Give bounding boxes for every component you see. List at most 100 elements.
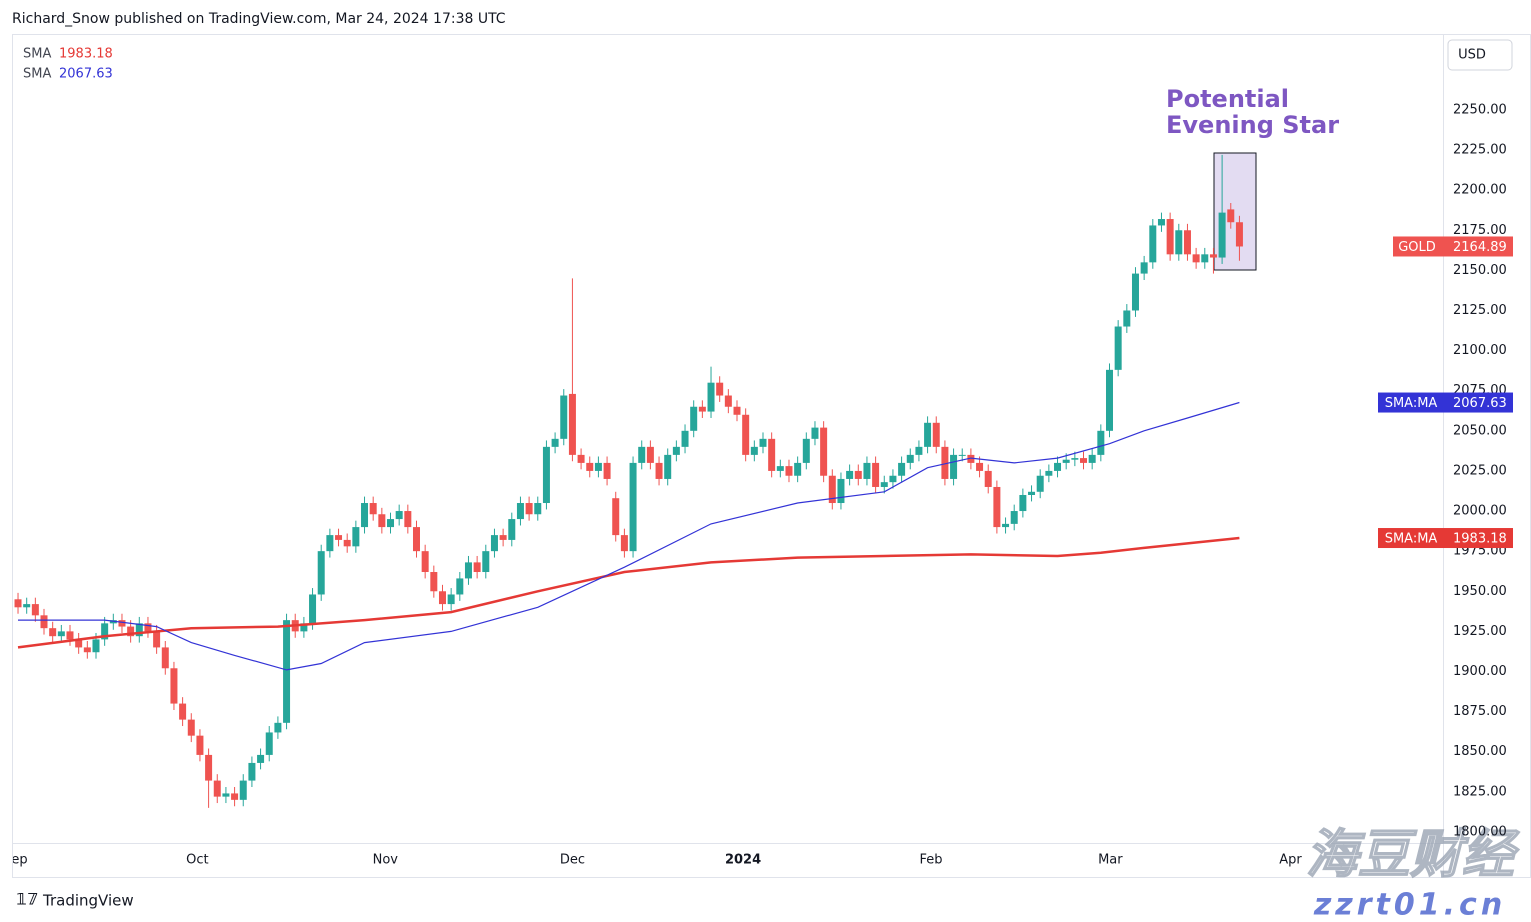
candle-body [1028,491,1036,495]
candle-body [1080,458,1088,463]
candle-body [690,406,698,431]
candle-body [274,722,282,733]
x-tick-label: Feb [920,853,943,868]
candle-body [733,406,741,415]
y-tick-label: 2050.00 [1453,423,1507,438]
candle-body [889,475,897,483]
candle-body [213,780,221,797]
candle-body [950,454,958,479]
candle-body [1002,523,1010,528]
candle-body [664,454,672,479]
y-tick-label: 2200.00 [1453,183,1507,198]
candle-body [57,631,65,637]
candle-body [378,514,386,528]
candle-body [144,623,152,632]
candle-body [196,735,204,755]
candle-body [1019,494,1027,512]
candle-body [846,470,854,479]
candle-body [447,594,455,605]
x-tick-label: Nov [373,853,399,868]
candle-body [542,446,550,504]
candle-body [395,511,403,520]
candle-body [941,446,949,479]
candle-body [1123,310,1131,327]
candle-body [716,382,724,396]
candle-body [1235,222,1243,247]
candle-body [872,462,880,487]
logo-mark: 𝟙𝟟 [16,890,38,909]
candle-body [698,406,706,412]
candle-body [387,519,395,528]
candle-body [1166,219,1174,255]
y-tick-label: 1950.00 [1453,584,1507,599]
candle-body [83,647,91,653]
candle-body [672,446,680,455]
candle-body [75,639,83,648]
candle-body [352,527,360,547]
candle-body [594,462,602,471]
y-tick-label: 1875.00 [1453,704,1507,719]
candle-body [473,562,481,573]
candle-body [231,793,239,800]
candle-body [802,438,810,463]
sma-line [18,401,1240,671]
price-badge [1393,236,1513,257]
candle-body [1131,273,1139,311]
currency[interactable]: USD [1458,48,1486,63]
candle-body [534,503,542,515]
candle-body [932,422,940,447]
candle-body [1157,219,1165,226]
candle-body [785,466,793,476]
legend-value: 2067.63 [59,67,113,82]
x-tick-label: Mar [1098,853,1123,868]
x-axis: Sep Oct Nov Dec 2024 Feb Mar Apr [13,853,1302,868]
candle-body [603,462,611,479]
x-tick-label: 2024 [725,853,761,868]
candle-body [1227,209,1235,223]
candle-body [924,422,932,447]
candle-body [1183,230,1191,255]
candle-body [837,478,845,504]
y-tick-label: 2175.00 [1453,223,1507,238]
candle-body [1192,254,1200,263]
currency-button[interactable] [1447,39,1513,71]
candle-body [300,623,308,632]
header: Richard_Snow published on TradingView.co… [12,11,506,27]
candle-body [369,503,377,515]
plot [14,154,1243,808]
candle-body [560,395,568,439]
candle-body [794,462,802,476]
candle-body [412,527,420,552]
candle-body [23,604,31,608]
candle-body [915,446,923,455]
candle-body [620,535,628,552]
candle-body [577,454,585,463]
x-tick-label: Apr [1279,853,1302,868]
badge-value: 2067.63 [1453,396,1507,411]
candle-body [283,620,291,723]
candle-body [317,551,325,595]
candle-body [681,430,689,447]
candle-body [646,446,654,463]
legend-value: 1983.18 [59,47,113,62]
candle-body [1097,430,1105,455]
candle-body [404,511,412,528]
candle-body [1149,225,1157,263]
candle-body [820,427,828,476]
candle-body [1175,230,1183,255]
candle-body [161,647,169,669]
y-tick-label: 2250.00 [1453,102,1507,117]
candle-body [464,562,472,579]
candle-body [993,486,1001,528]
candle-body [568,393,576,455]
candle-body [490,535,498,552]
candle-body [421,551,429,573]
candle-body [750,446,758,455]
candle-body [101,623,109,640]
candle-body [14,599,22,608]
candle-body [1010,511,1018,524]
candle-body [499,535,507,540]
candle-body [1071,458,1079,460]
candle-body [187,719,195,736]
candle-body [863,462,871,479]
